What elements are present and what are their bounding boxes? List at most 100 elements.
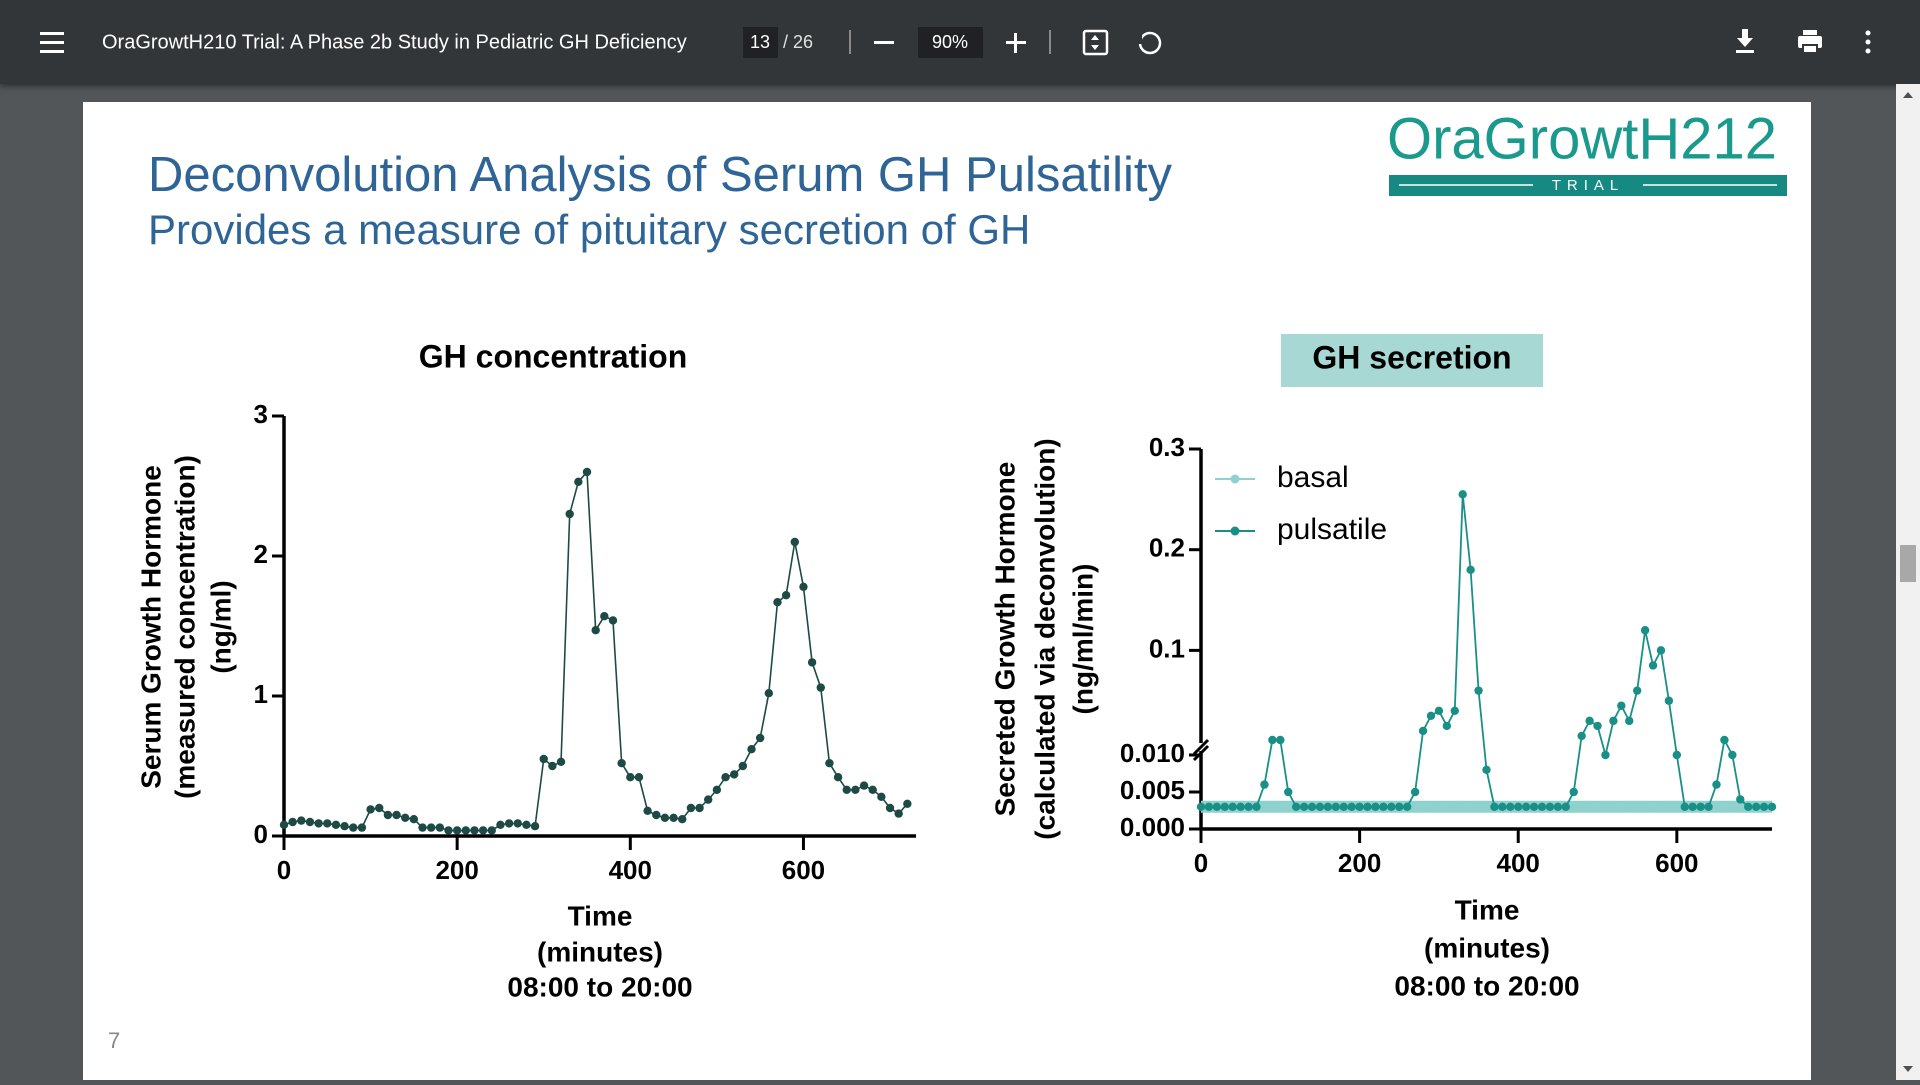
y-axis-label: Secreted Growth Hormone	[989, 462, 1020, 817]
data-point	[401, 813, 410, 822]
y-tick-label: 3	[254, 399, 268, 429]
x-tick-label: 600	[1655, 848, 1698, 878]
page-current[interactable]: 13	[750, 32, 770, 52]
data-point	[1751, 802, 1761, 811]
zoom-in[interactable]	[1006, 33, 1026, 53]
data-point	[1736, 795, 1745, 804]
zoom-out[interactable]	[874, 41, 894, 44]
data-point	[1720, 735, 1729, 745]
data-point	[1244, 802, 1253, 811]
data-point	[357, 823, 367, 832]
menu-button[interactable]	[40, 32, 64, 53]
data-point	[1363, 802, 1372, 811]
data-point	[626, 773, 635, 782]
data-point	[409, 815, 419, 824]
data-point	[1442, 721, 1452, 731]
data-point	[1664, 696, 1674, 705]
print[interactable]	[1798, 30, 1822, 54]
data-point	[1696, 802, 1705, 811]
data-point	[1729, 803, 1736, 810]
data-point	[1261, 803, 1268, 810]
x-axis-label: Time	[568, 900, 633, 931]
data-point	[1299, 802, 1309, 811]
download[interactable]	[1736, 29, 1754, 53]
y-tick-label: 2	[254, 539, 268, 569]
data-point	[1307, 802, 1317, 811]
data-point	[1355, 802, 1364, 811]
data-point	[894, 809, 903, 818]
data-point	[1212, 802, 1222, 811]
data-point	[1545, 802, 1555, 811]
rotate-gap	[1138, 33, 1149, 44]
y-tick-label: 0.2	[1149, 533, 1185, 563]
y-tick-label: 1	[254, 679, 268, 709]
data-point	[1418, 726, 1428, 736]
data-point	[349, 823, 358, 832]
data-point	[331, 820, 341, 829]
data-point	[877, 792, 886, 801]
data-point	[859, 781, 869, 790]
separator	[849, 30, 851, 54]
data-point	[617, 759, 626, 768]
data-point	[1767, 802, 1777, 811]
data-point	[1204, 802, 1214, 811]
x-axis-label: (minutes)	[537, 936, 663, 967]
fit-page[interactable]	[1082, 29, 1109, 56]
toolbar: OraGrowtH210 Trial: A Phase 2b Study in …	[0, 0, 1920, 84]
data-point	[1640, 626, 1650, 635]
x-tick-label: 200	[435, 855, 478, 885]
data-point	[1514, 802, 1523, 811]
data-point	[556, 757, 566, 766]
scrollbar[interactable]	[1896, 84, 1920, 1080]
data-point	[807, 658, 817, 667]
data-point	[833, 773, 843, 782]
data-point	[539, 754, 548, 764]
data-point	[643, 806, 652, 815]
data-point	[755, 733, 765, 743]
data-point	[781, 591, 791, 600]
data-point	[729, 770, 739, 779]
legend-label: pulsatile	[1277, 513, 1387, 546]
y-axis-label: (measured concentration)	[169, 455, 200, 799]
data-point	[1713, 803, 1720, 810]
zoom-input[interactable]	[918, 27, 983, 58]
y-tick-label: 0.3	[1149, 432, 1185, 462]
scroll-thumb[interactable]	[1900, 545, 1916, 582]
x-tick-label: 0	[1194, 848, 1208, 878]
data-point	[1339, 802, 1348, 811]
data-point	[1585, 716, 1594, 726]
data-point	[678, 815, 687, 824]
data-point	[1395, 802, 1404, 811]
data-point	[1451, 803, 1458, 810]
y-tick-label: 0.000	[1120, 812, 1185, 842]
data-point	[591, 626, 600, 635]
more[interactable]	[1865, 30, 1871, 54]
data-point	[1688, 802, 1697, 811]
data-point	[1410, 787, 1420, 797]
data-point	[600, 612, 609, 621]
data-point	[816, 683, 825, 692]
data-point	[1260, 780, 1269, 789]
data-point	[1632, 686, 1642, 695]
data-point	[1443, 803, 1450, 810]
zoom-value[interactable]: 90%	[932, 32, 968, 52]
logo-bar	[1389, 175, 1787, 196]
data-point	[1276, 735, 1285, 745]
data-point	[1467, 803, 1474, 810]
data-point	[1521, 802, 1531, 811]
data-point	[426, 823, 436, 832]
data-point	[747, 745, 756, 754]
page-input[interactable]	[743, 27, 778, 58]
data-point	[1387, 802, 1396, 811]
data-point	[1712, 780, 1721, 789]
data-point	[851, 785, 860, 794]
data-point	[461, 826, 471, 835]
data-point	[1347, 802, 1356, 811]
document-title: OraGrowtH210 Trial: A Phase 2b Study in …	[102, 31, 687, 53]
data-point	[1665, 803, 1672, 810]
data-point	[1634, 803, 1641, 810]
data-point	[314, 819, 323, 828]
fit-icon	[1091, 35, 1099, 50]
data-point	[366, 805, 375, 814]
